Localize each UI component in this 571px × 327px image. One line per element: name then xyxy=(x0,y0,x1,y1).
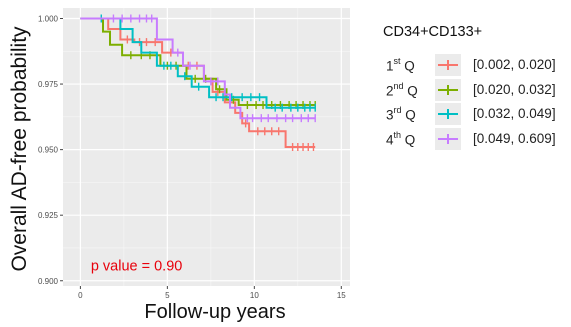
quartile-ordinal-suffix: rd xyxy=(393,105,402,115)
legend-range-label: [0.032, 0.049] xyxy=(473,106,556,121)
quartile-number: 3 xyxy=(386,107,394,123)
series-q4-curve xyxy=(80,17,316,120)
y-tick-label: 0.925 xyxy=(38,211,59,220)
p-value-annotation: p value = 0.90 xyxy=(91,258,183,274)
legend-key-q2 xyxy=(435,78,461,101)
quartile-ordinal-suffix: st xyxy=(393,56,401,66)
legend-row-q1: 1st Q [0.002, 0.020] xyxy=(383,54,568,80)
x-tick-label: 15 xyxy=(337,291,346,300)
legend-key-censor-mark xyxy=(447,133,449,144)
legend-row-q3: 3rd Q [0.032, 0.049] xyxy=(383,103,568,129)
x-axis-ticks: 0 5 10 15 xyxy=(78,286,346,300)
legend-key-censor-mark xyxy=(447,84,449,95)
quartile-letter: Q xyxy=(405,107,416,123)
legend-quartile-label: 4th Q xyxy=(386,129,416,148)
series-q3-curve xyxy=(80,17,316,109)
series-layer xyxy=(80,14,316,151)
legend-key-censor-mark xyxy=(447,60,449,70)
legend-range-label: [0.049, 0.609] xyxy=(473,130,556,146)
legend-key-q4 xyxy=(435,127,461,150)
y-tick-label: 0.950 xyxy=(38,146,59,155)
quartile-number: 1 xyxy=(386,58,394,74)
legend-range-label: [0.020, 0.032] xyxy=(473,81,556,97)
legend-quartile-label: 3rd Q xyxy=(386,105,416,123)
quartile-letter: Q xyxy=(404,132,416,147)
legend-key-q1 xyxy=(435,54,461,76)
y-tick-label: 0.900 xyxy=(38,277,59,286)
legend-quartile-label: 2nd Q xyxy=(386,80,418,99)
x-axis-label: Follow-up years xyxy=(144,301,286,323)
legend-title: CD34+CD133+ xyxy=(383,24,483,40)
x-tick-label: 0 xyxy=(78,291,83,300)
quartile-ordinal-suffix: nd xyxy=(393,80,404,91)
legend-row-q2: 2nd Q [0.020, 0.032] xyxy=(383,78,568,105)
x-tick-label: 10 xyxy=(250,291,259,300)
y-tick-label: 0.975 xyxy=(38,80,59,89)
y-axis-label-box: Overall AD-free probability xyxy=(0,14,40,284)
legend: CD34+CD133+ 1st Q [0.002, 0.020] 2nd Q [… xyxy=(383,24,568,153)
legend-key-q3 xyxy=(435,103,461,125)
y-axis-ticks: 0.900 0.925 0.950 0.975 1.000 xyxy=(38,14,63,286)
y-axis-label: Overall AD-free probability xyxy=(8,26,31,272)
quartile-ordinal-suffix: th xyxy=(393,129,402,140)
legend-range-label: [0.002, 0.020] xyxy=(473,57,556,72)
y-tick-label: 1.000 xyxy=(38,14,59,23)
quartile-letter: Q xyxy=(407,83,418,98)
legend-quartile-label: 1st Q xyxy=(386,56,415,74)
legend-row-q4: 4th Q [0.049, 0.609] xyxy=(383,127,568,154)
quartile-number: 4 xyxy=(386,132,394,147)
x-tick-label: 5 xyxy=(165,291,170,300)
quartile-number: 2 xyxy=(386,83,394,98)
legend-key-censor-mark xyxy=(447,109,449,119)
quartile-letter: Q xyxy=(404,58,415,74)
